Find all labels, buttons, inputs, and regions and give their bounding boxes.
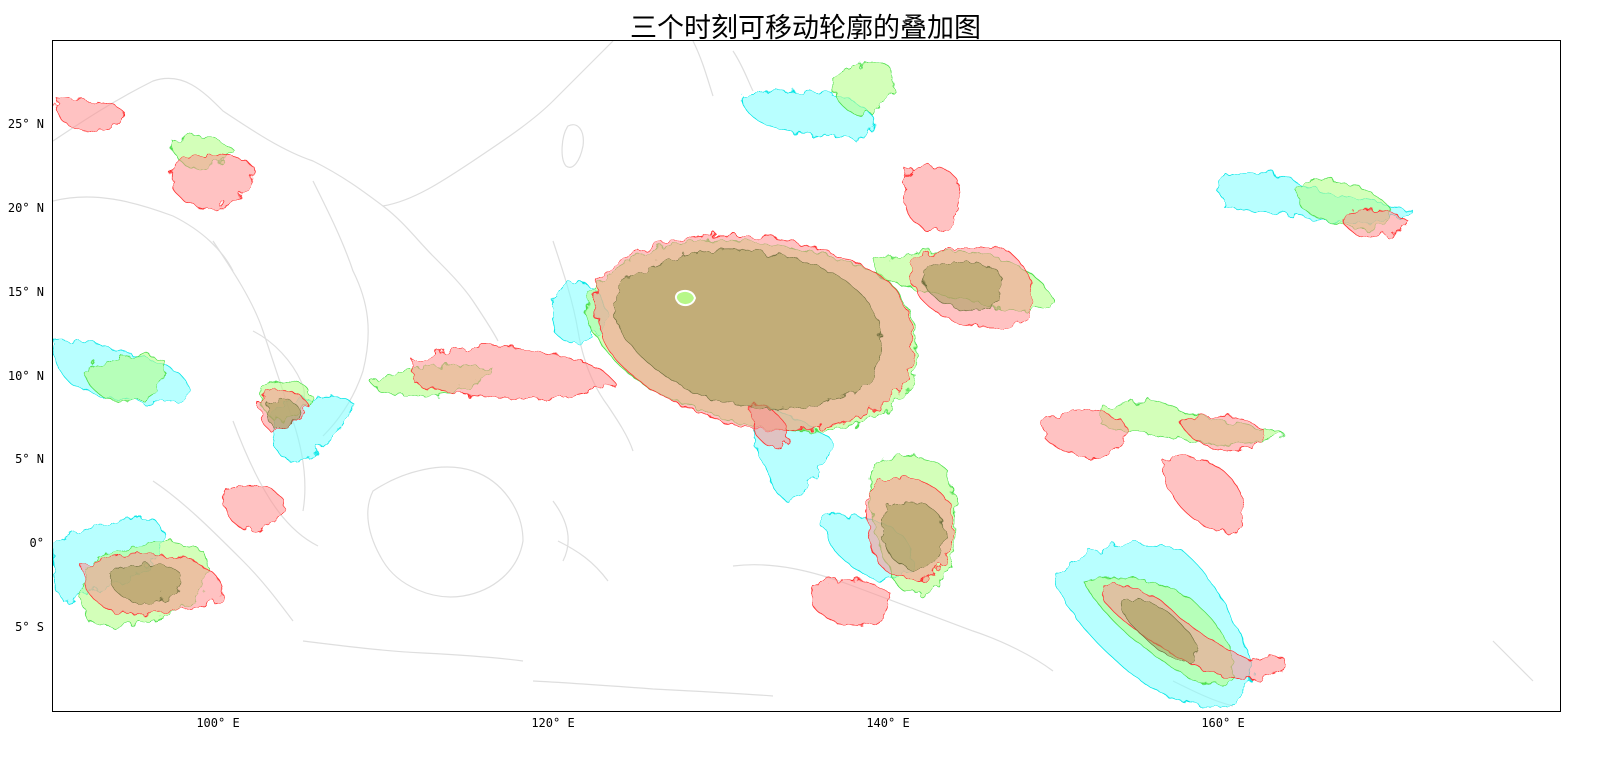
lon-label-100e: 100° E xyxy=(196,716,240,730)
lat-label-10n: 10° N xyxy=(7,369,44,383)
red-region-new-guinea-south xyxy=(810,579,890,627)
red-region-malay xyxy=(222,485,286,532)
coastline-asia-mainland xyxy=(53,41,614,207)
lat-label-20n: 20° N xyxy=(7,201,44,215)
red-region-typhoon-tail xyxy=(750,400,789,447)
lon-label-160e: 160° E xyxy=(1201,716,1245,730)
overlap-sumatra xyxy=(111,564,184,604)
lat-label-5n: 5° N xyxy=(15,452,44,466)
layer-overlap xyxy=(111,249,1198,662)
overlap-solomons xyxy=(1122,599,1198,662)
coastline-china-coast xyxy=(382,205,499,342)
typhoon-eye xyxy=(674,289,697,307)
green-region-north-pacific xyxy=(832,61,895,117)
coastline-taiwan xyxy=(561,124,584,168)
red-region-northeast-cluster xyxy=(903,165,961,232)
lat-label-25n: 25° N xyxy=(7,117,44,131)
green-region-west-bay xyxy=(82,354,166,404)
coastline-sumatra xyxy=(152,480,294,622)
coastline-lesser-sunda xyxy=(532,680,774,697)
red-region-gilbert xyxy=(1162,456,1245,532)
coastline-inland-border xyxy=(53,196,234,272)
typhoon-eye-ring xyxy=(674,289,697,307)
overlap-east-band xyxy=(922,261,1003,312)
coastline-borneo xyxy=(367,466,524,598)
lon-label-120e: 120° E xyxy=(531,716,575,730)
lat-label-0: 0° xyxy=(29,536,44,550)
coastline-indochina xyxy=(212,240,306,512)
lon-label-140e: 140° E xyxy=(866,716,910,730)
red-region-marshall xyxy=(1042,410,1128,457)
lat-label-5s: 5° S xyxy=(15,620,44,634)
red-region-marshall-east xyxy=(1182,415,1265,452)
map-canvas xyxy=(53,41,1534,708)
red-region-sunda-west xyxy=(412,345,614,400)
red-region-northeast xyxy=(1341,208,1409,237)
red-region-myanmar xyxy=(171,154,255,210)
coastline-korea-japan xyxy=(692,41,754,97)
overlap-cambodia xyxy=(265,398,302,429)
coastline-new-guinea xyxy=(732,564,1054,672)
red-region-bangladesh xyxy=(53,98,124,132)
map-frame[interactable] xyxy=(52,40,1561,712)
overlap-typhoon xyxy=(614,249,881,410)
coastline-java xyxy=(302,640,524,662)
lat-label-15n: 15° N xyxy=(7,285,44,299)
map-title: 三个时刻可移动轮廓的叠加图 xyxy=(630,13,981,44)
coastline-sulawesi xyxy=(552,500,609,582)
overlap-new-guinea xyxy=(881,501,945,570)
